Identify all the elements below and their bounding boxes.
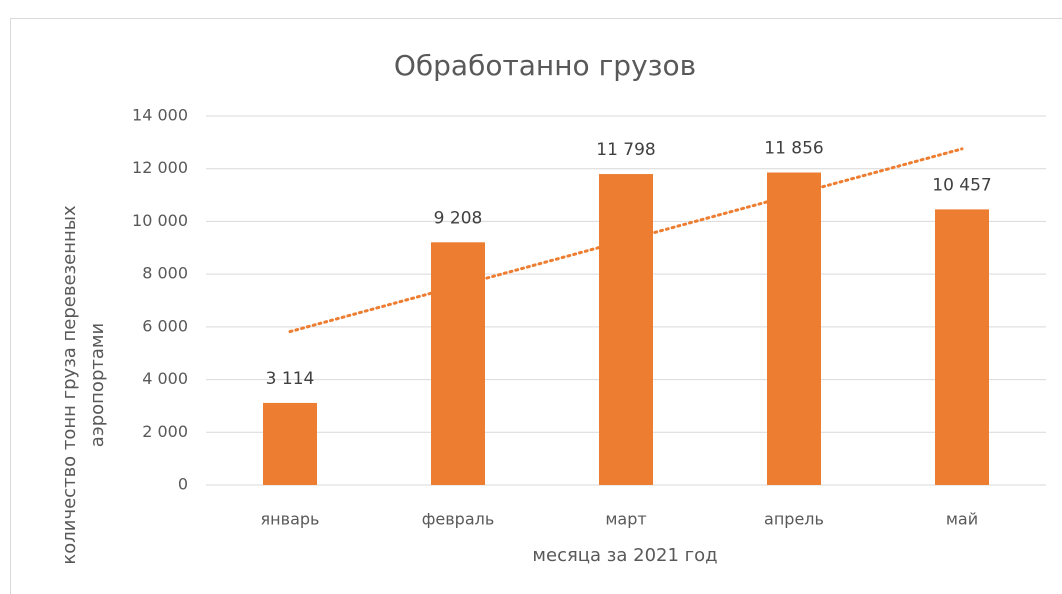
y-tick-label: 12 000 xyxy=(132,158,188,177)
y-tick-label: 8 000 xyxy=(142,264,188,283)
data-label: 10 457 xyxy=(932,175,991,195)
data-label: 3 114 xyxy=(266,369,315,389)
bar xyxy=(263,402,317,485)
x-tick-label: февраль xyxy=(422,510,495,529)
y-tick-label: 14 000 xyxy=(132,106,188,125)
y-axis-title: количество тонн груза перевезенных аэроп… xyxy=(59,205,108,565)
y-tick-label: 6 000 xyxy=(142,316,188,335)
chart-title: Обработанно грузов xyxy=(394,49,696,82)
x-tick-label: апрель xyxy=(764,510,824,529)
data-label: 9 208 xyxy=(434,208,483,228)
trendline xyxy=(288,147,964,334)
data-label: 11 798 xyxy=(596,140,655,160)
y-tick-label: 10 000 xyxy=(132,211,188,230)
bar xyxy=(431,242,485,485)
x-tick-label: январь xyxy=(261,510,320,529)
bar xyxy=(767,172,821,486)
bar xyxy=(935,209,989,485)
bar xyxy=(599,174,653,485)
x-tick-label: март xyxy=(605,510,646,529)
x-axis-title: месяца за 2021 год xyxy=(532,545,717,566)
x-tick-label: май xyxy=(946,510,978,529)
data-label: 11 856 xyxy=(764,139,823,159)
chart-border xyxy=(10,18,1062,594)
y-tick-label: 4 000 xyxy=(142,369,188,388)
y-tick-label: 0 xyxy=(178,475,188,494)
y-tick-label: 2 000 xyxy=(142,422,188,441)
